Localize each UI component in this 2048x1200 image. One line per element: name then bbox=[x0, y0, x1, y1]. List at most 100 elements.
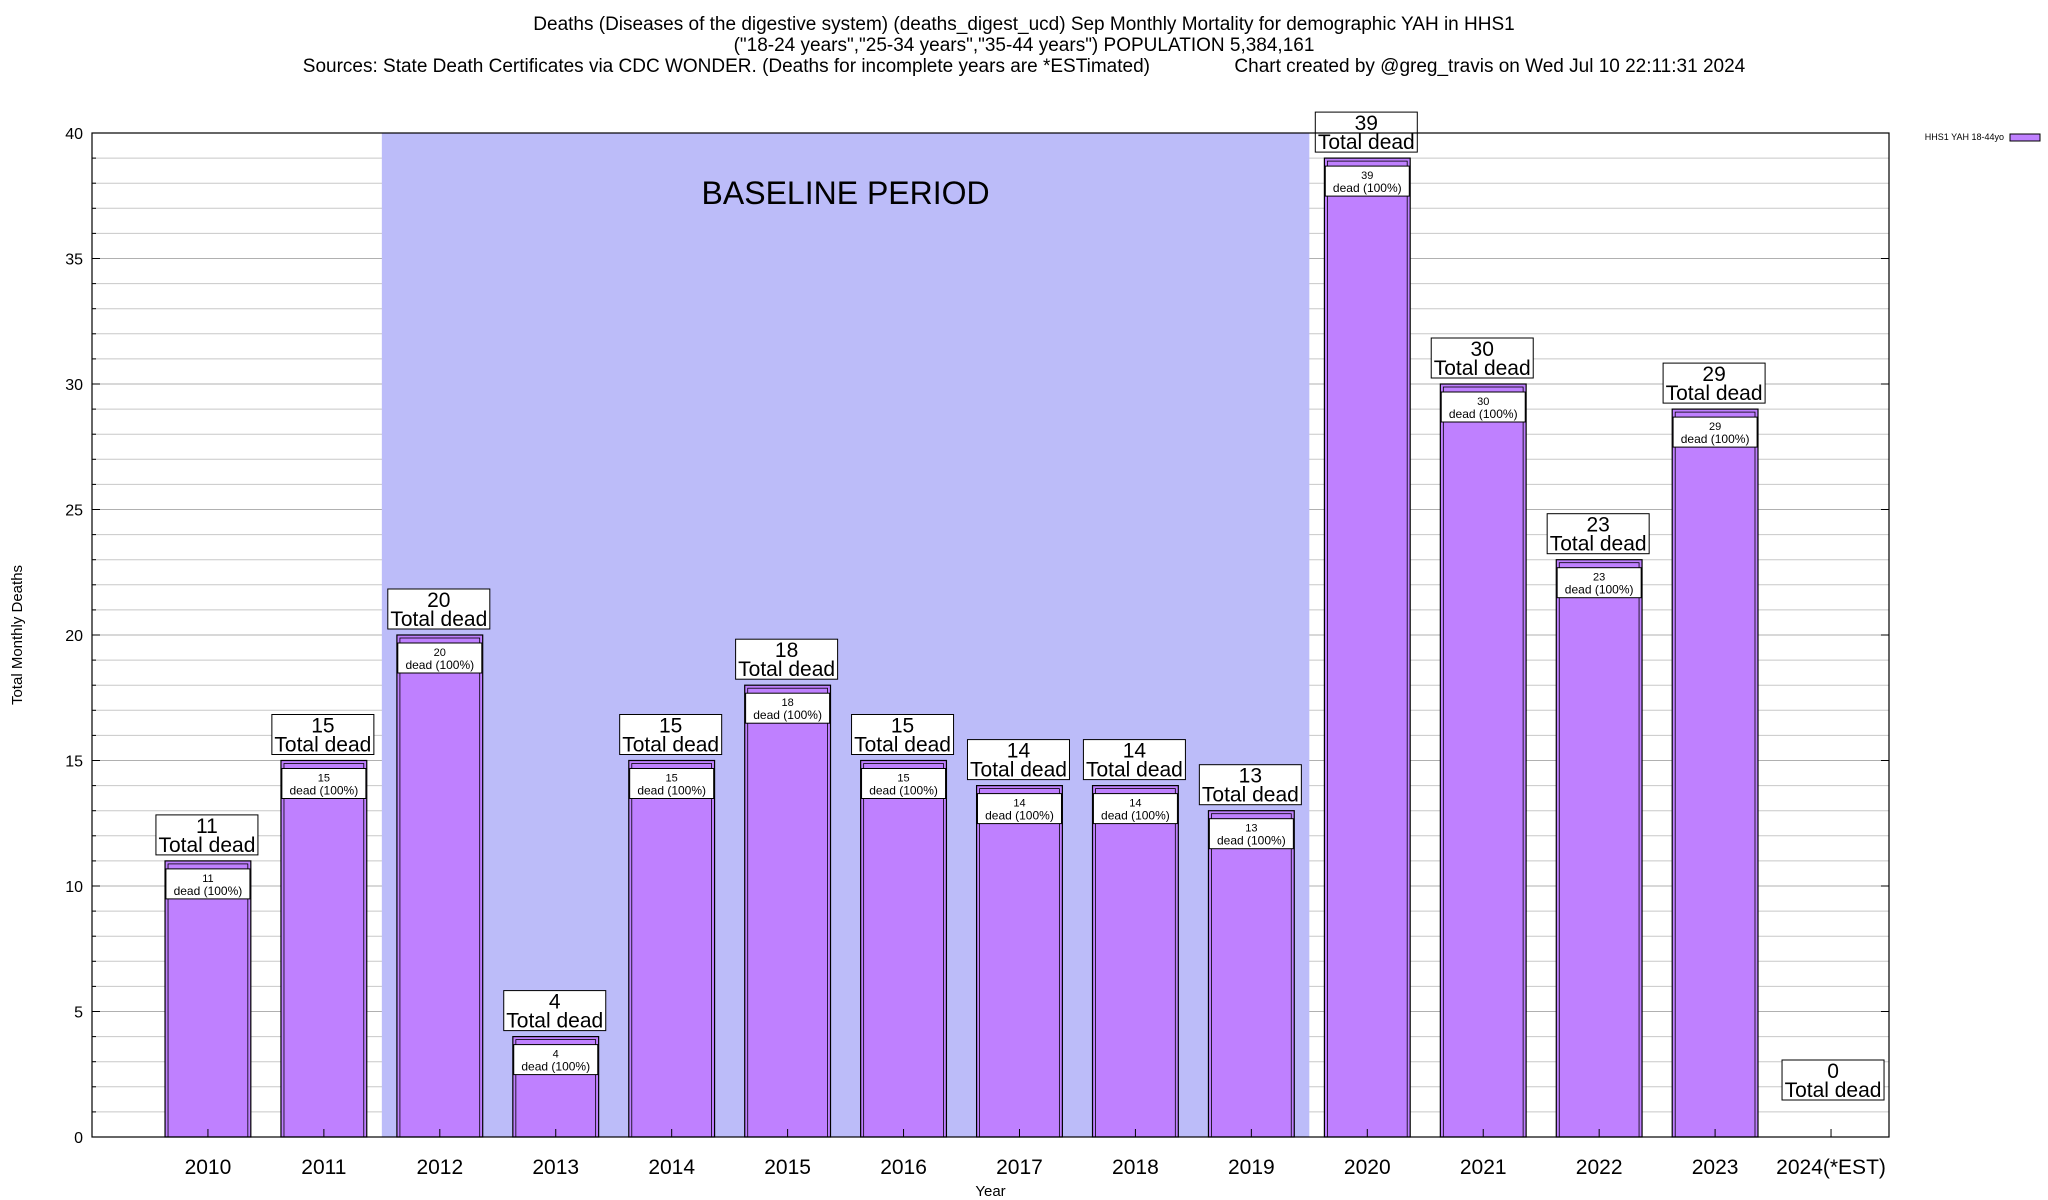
top-label-value: 23 bbox=[1586, 514, 1609, 537]
inner-label-value: 15 bbox=[897, 773, 909, 785]
top-label-box bbox=[619, 714, 723, 755]
bar bbox=[1671, 408, 1759, 1138]
y-tick-label: 35 bbox=[65, 252, 83, 269]
top-label-text: Total dead bbox=[274, 734, 371, 757]
top-label-box bbox=[966, 739, 1070, 781]
inner-label-value: 4 bbox=[553, 1049, 559, 1061]
top-label-box bbox=[1546, 513, 1650, 555]
top-label-text: Total dead bbox=[1666, 382, 1763, 405]
top-label-value: 15 bbox=[659, 715, 682, 738]
y-tick-label: 25 bbox=[65, 503, 83, 520]
x-tick-label: 2019 bbox=[1228, 1156, 1275, 1179]
x-tick-label: 2014 bbox=[648, 1156, 695, 1179]
top-label-value: 11 bbox=[196, 815, 218, 838]
top-label-value: 4 bbox=[549, 991, 561, 1014]
top-label-text: Total dead bbox=[506, 1010, 603, 1033]
x-tick-label: 2020 bbox=[1344, 1156, 1391, 1179]
top-label-text: Total dead bbox=[738, 658, 835, 681]
top-label-box bbox=[1430, 337, 1534, 379]
top-label-box bbox=[1314, 111, 1418, 153]
top-label-value: 13 bbox=[1239, 765, 1262, 788]
inner-label-box bbox=[745, 692, 831, 724]
inner-label-value: 18 bbox=[781, 697, 793, 709]
x-tick-label: 2012 bbox=[416, 1156, 463, 1179]
bar bbox=[280, 759, 368, 1138]
top-label-box bbox=[271, 714, 375, 755]
top-label-box bbox=[503, 990, 607, 1032]
y-tick-label: 5 bbox=[74, 1005, 83, 1022]
top-label-box bbox=[387, 588, 491, 630]
bar bbox=[1207, 810, 1295, 1138]
bar bbox=[1439, 383, 1527, 1138]
top-label-box bbox=[1198, 764, 1302, 806]
top-label-value: 14 bbox=[1123, 740, 1147, 763]
bar bbox=[744, 684, 832, 1138]
x-axis-label: Year bbox=[975, 1183, 1005, 1200]
top-label-text: Total dead bbox=[854, 734, 951, 757]
bar bbox=[1555, 559, 1643, 1138]
inner-label-text: dead (100%) bbox=[1101, 809, 1170, 823]
top-label-value: 29 bbox=[1702, 363, 1725, 386]
top-label-text: Total dead bbox=[390, 608, 487, 631]
y-tick-label: 30 bbox=[65, 377, 83, 394]
top-label-value: 15 bbox=[891, 715, 914, 738]
inner-label-text: dead (100%) bbox=[753, 708, 822, 722]
top-label-box bbox=[851, 714, 955, 755]
bar bbox=[860, 759, 948, 1138]
inner-label-text: dead (100%) bbox=[1217, 834, 1286, 848]
inner-label-value: 15 bbox=[318, 773, 330, 785]
top-label-text: Total dead bbox=[1086, 759, 1183, 782]
inner-label-box bbox=[165, 868, 251, 900]
x-tick-label: 2017 bbox=[996, 1156, 1043, 1179]
inner-label-box bbox=[1092, 793, 1178, 825]
legend-swatch bbox=[2009, 133, 2041, 142]
inner-label-text: dead (100%) bbox=[1565, 583, 1634, 597]
inner-label-value: 30 bbox=[1477, 396, 1489, 408]
top-label-value: 30 bbox=[1471, 338, 1494, 361]
inner-label-value: 29 bbox=[1709, 421, 1721, 433]
inner-label-box bbox=[397, 642, 483, 674]
x-tick-label: 2018 bbox=[1112, 1156, 1159, 1179]
top-label-value: 0 bbox=[1827, 1060, 1839, 1083]
x-tick-label: 2021 bbox=[1460, 1156, 1507, 1179]
top-label-text: Total dead bbox=[622, 734, 719, 757]
y-axis-label: Total Monthly Deaths bbox=[9, 565, 26, 705]
inner-label-text: dead (100%) bbox=[290, 784, 359, 798]
top-label-box bbox=[735, 638, 839, 680]
top-label-box bbox=[1662, 362, 1766, 404]
inner-label-box bbox=[1556, 567, 1642, 599]
inner-label-value: 14 bbox=[1129, 798, 1141, 810]
top-label-text: Total dead bbox=[970, 759, 1067, 782]
bar bbox=[628, 759, 716, 1138]
x-tick-label: 2015 bbox=[764, 1156, 811, 1179]
inner-label-box bbox=[1324, 165, 1410, 197]
inner-label-text: dead (100%) bbox=[174, 884, 243, 898]
chart-title: Deaths (Diseases of the digestive system… bbox=[0, 14, 2048, 77]
legend-label: HHS1 YAH 18-44yo bbox=[1925, 132, 2004, 142]
inner-label-box bbox=[629, 768, 715, 799]
y-tick-label: 40 bbox=[65, 126, 83, 143]
y-tick-label: 20 bbox=[65, 628, 83, 645]
